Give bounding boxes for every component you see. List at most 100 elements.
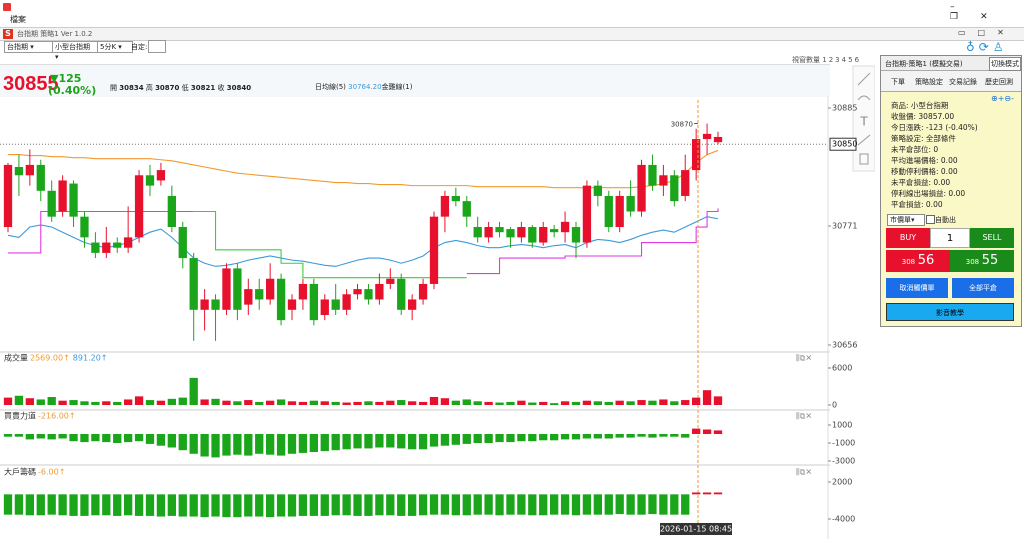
bar <box>320 401 329 405</box>
order-type[interactable]: 市價單▾ <box>887 214 925 226</box>
candle-body <box>25 164 34 176</box>
candle-body <box>189 258 198 310</box>
bar <box>287 401 297 405</box>
cancel-button[interactable]: 取消觸價單 <box>886 278 948 298</box>
candle-body <box>134 175 144 238</box>
window-number[interactable]: 1 <box>822 56 827 64</box>
bar <box>244 494 253 517</box>
bar <box>200 434 209 457</box>
pane-title: 大戶籌碼 <box>4 467 36 477</box>
buy-price[interactable]: 308 56 <box>886 250 950 272</box>
window-number[interactable]: 2 <box>828 56 834 64</box>
bar <box>287 494 297 517</box>
bar <box>364 434 373 449</box>
bar <box>713 492 723 495</box>
candle-body <box>255 289 264 300</box>
y-tick-label: 6000 <box>832 364 852 373</box>
sell-price-prefix: 308 <box>965 258 980 266</box>
bar <box>353 494 362 516</box>
bar <box>276 434 286 456</box>
y-tick-label: 0 <box>832 401 837 410</box>
bar <box>451 400 460 405</box>
bar <box>80 401 89 405</box>
bar <box>276 399 286 405</box>
tab[interactable]: 下單 <box>891 78 905 86</box>
candle-body <box>233 268 242 310</box>
sell-button[interactable]: SELL <box>970 228 1014 248</box>
sell-price[interactable]: 308 55 <box>950 250 1014 272</box>
window-number[interactable]: 4 <box>841 56 847 64</box>
custom-input[interactable] <box>148 40 166 53</box>
pane-icons: ⫼⧉✕ <box>796 468 812 477</box>
bar <box>102 401 111 405</box>
window-number[interactable]: 5 <box>848 56 853 64</box>
bar <box>484 401 493 405</box>
bar <box>560 401 570 405</box>
candle-body <box>593 185 602 196</box>
bar <box>47 434 56 440</box>
bar <box>604 401 613 405</box>
bar <box>408 434 417 450</box>
open: 30834 <box>119 84 144 92</box>
quote-header: 30855 ▼125 (0.40%) 開 30834 高 30870 低 308… <box>0 64 830 97</box>
bar <box>102 494 111 516</box>
candle-body <box>637 164 646 212</box>
candle-body <box>506 229 515 238</box>
bar <box>429 396 439 405</box>
window-number[interactable]: 3 <box>835 56 840 64</box>
candle-body <box>200 299 209 310</box>
bar <box>298 401 308 405</box>
bar <box>440 434 450 446</box>
bar <box>25 398 34 405</box>
buy-button[interactable]: BUY <box>886 228 930 248</box>
low: 30821 <box>190 84 216 92</box>
candle-body <box>331 299 340 310</box>
tab[interactable]: 交易記錄 <box>949 78 977 86</box>
tutorial-button[interactable]: 影音教學 <box>886 303 1014 321</box>
bar <box>69 494 78 516</box>
bar <box>637 400 646 405</box>
os-titlebar: 檔案 –❐✕ <box>0 0 1024 26</box>
bar <box>386 494 395 516</box>
tab[interactable]: 策略設定 <box>915 78 943 86</box>
low-label: 低 <box>181 84 189 92</box>
period-select[interactable]: 5分K ▾ <box>97 41 133 53</box>
bar <box>298 494 308 516</box>
window-number[interactable]: 6 <box>854 56 860 64</box>
window-controls[interactable]: –❐✕ <box>950 2 1010 22</box>
bar <box>517 434 526 442</box>
bar <box>571 494 581 516</box>
drawing-tools[interactable]: T <box>852 65 875 172</box>
order-panel: 台指期-策略1 (模擬交易) 切換模式 下單 策略設定 交易記錄 歷史回測 ⊕+… <box>880 55 1022 327</box>
y-tick-label: 1000 <box>832 421 852 430</box>
candle-body <box>386 278 395 284</box>
bar <box>266 494 275 518</box>
candle-body <box>320 299 329 315</box>
bar <box>440 494 450 515</box>
bar <box>167 434 176 448</box>
bar <box>102 434 111 443</box>
auto-exit-box[interactable] <box>926 215 935 224</box>
bar <box>408 494 417 516</box>
candle-body <box>604 195 613 228</box>
candle-body <box>276 278 286 321</box>
candle-body <box>91 242 100 253</box>
candle-body <box>80 216 89 238</box>
bar <box>113 401 122 405</box>
switch-mode[interactable]: 切換模式 <box>989 57 1021 71</box>
app-controls[interactable]: ▭□✕ <box>958 28 1016 37</box>
tabs: 下單 策略設定 交易記錄 歷史回測 <box>881 71 1021 92</box>
bar <box>615 494 624 515</box>
candle-body <box>408 299 417 310</box>
bar <box>692 492 701 495</box>
indicator-line <box>8 210 194 254</box>
menu-file[interactable]: 檔案 <box>10 15 26 24</box>
bar <box>615 400 624 405</box>
toolbar-icons[interactable]: ♁⟳♙ <box>966 40 1008 54</box>
close-label: 收 <box>217 84 225 92</box>
tab[interactable]: 歷史回測 <box>985 78 1013 86</box>
close-all-button[interactable]: 全部平倉 <box>952 278 1014 298</box>
quantity[interactable]: 1 <box>930 228 970 248</box>
zoom[interactable]: ⊕+⊖- <box>991 94 1014 103</box>
svg-text:T: T <box>859 115 868 129</box>
